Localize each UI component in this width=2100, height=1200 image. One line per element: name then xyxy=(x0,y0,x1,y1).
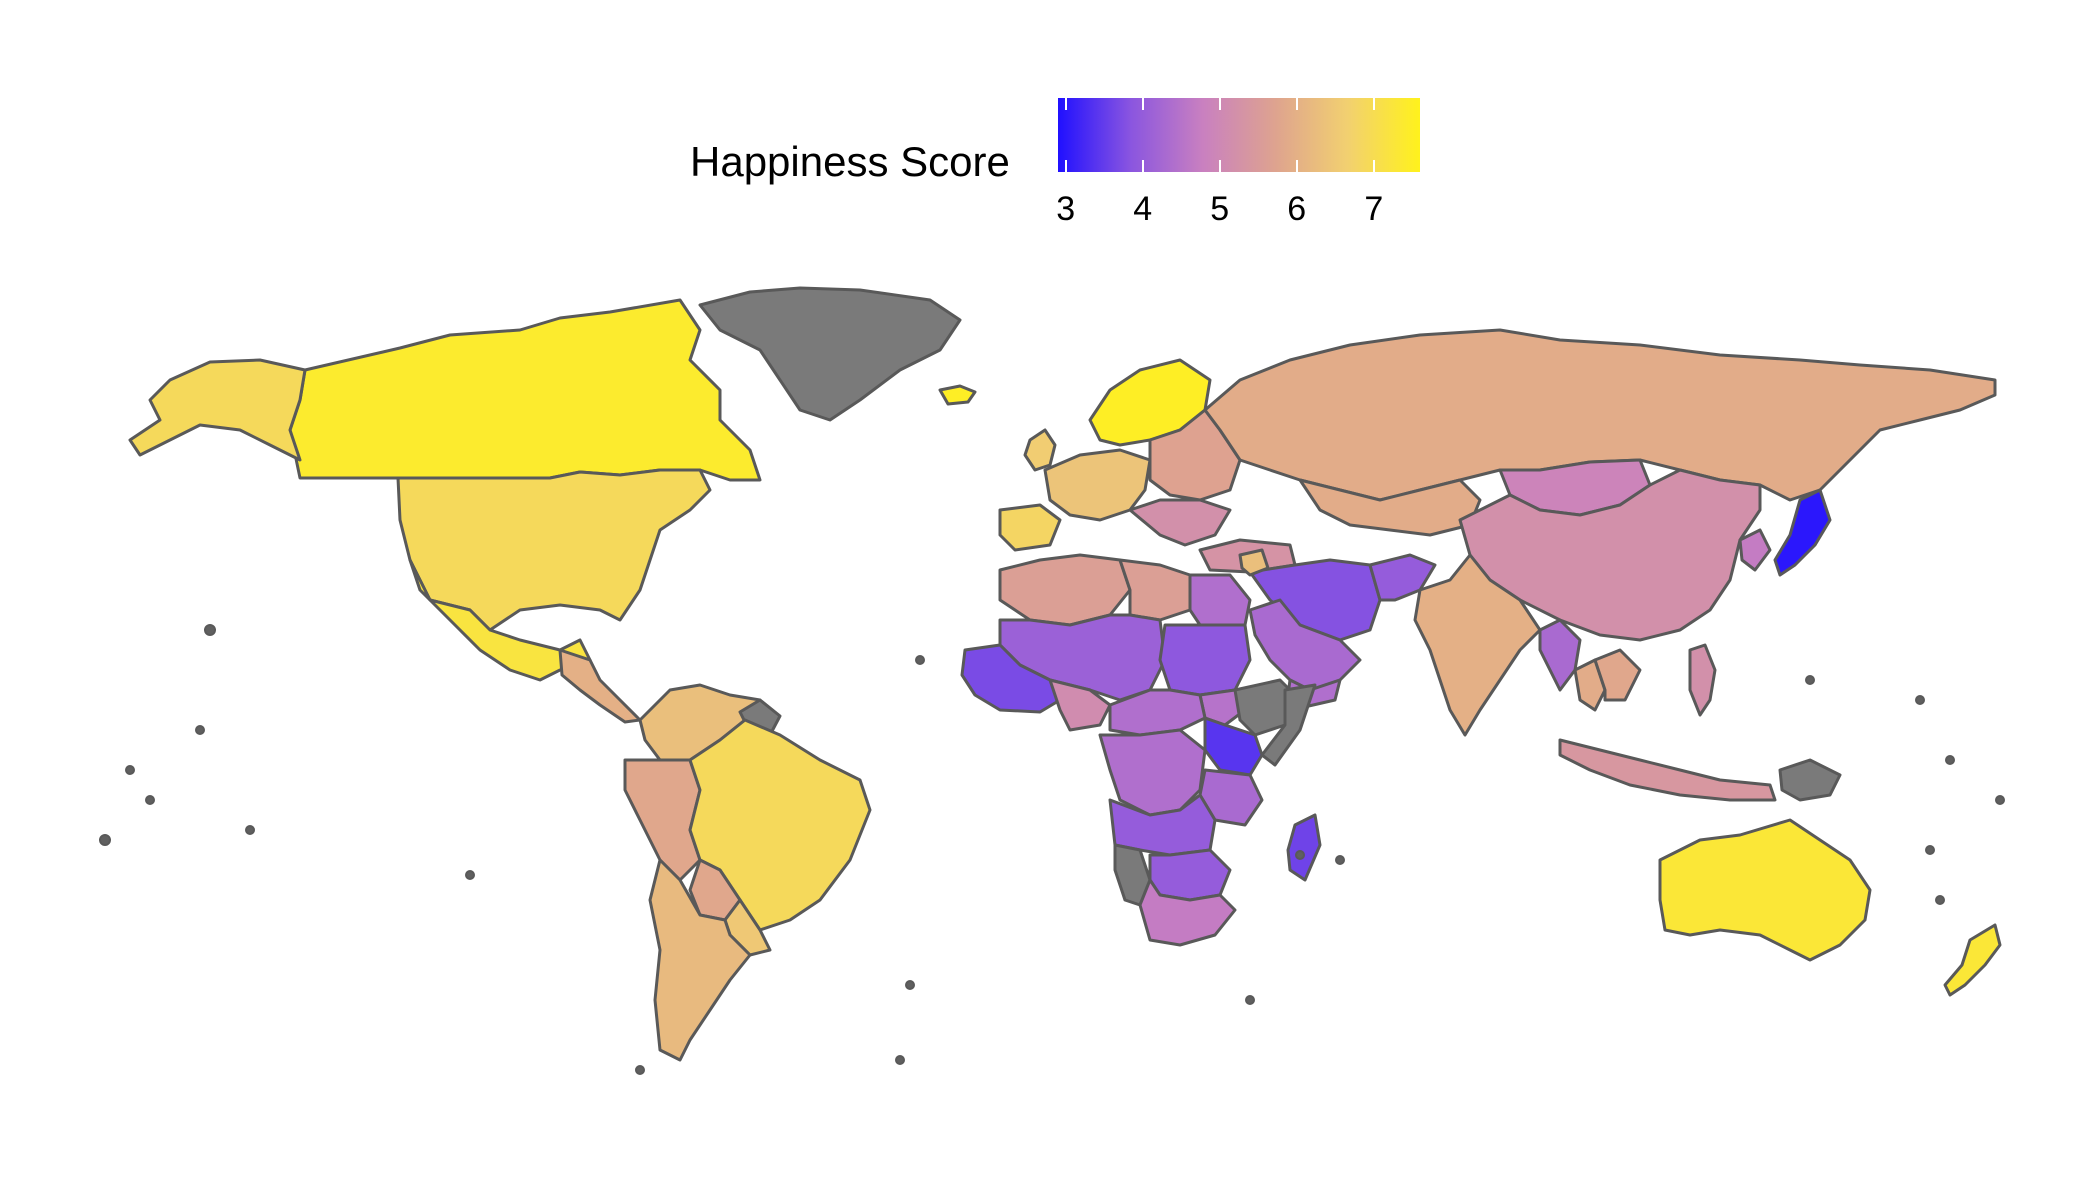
legend-tick-label: 3 xyxy=(1056,190,1075,229)
region-sudan[interactable] xyxy=(1160,625,1250,695)
region-alaska[interactable] xyxy=(130,360,305,460)
region-united-kingdom[interactable] xyxy=(1025,430,1055,470)
region-korea[interactable] xyxy=(1740,530,1770,570)
legend-tick-label: 6 xyxy=(1287,190,1306,229)
region-philippines[interactable] xyxy=(1690,645,1715,715)
region-iceland[interactable] xyxy=(940,386,975,404)
legend-tick-mark xyxy=(1219,160,1221,172)
region-indonesia[interactable] xyxy=(1560,740,1775,800)
region-canada[interactable] xyxy=(290,300,760,480)
legend-tick-mark xyxy=(1142,98,1144,110)
legend-tick-label: 5 xyxy=(1210,190,1229,229)
legend-tick-mark xyxy=(1296,160,1298,172)
region-balkans[interactable] xyxy=(1130,500,1230,545)
legend-tick-mark xyxy=(1373,98,1375,110)
legend-tick-mark xyxy=(1219,98,1221,110)
region-myanmar[interactable] xyxy=(1540,620,1580,690)
color-legend: Happiness Score 3 4 5 6 7 xyxy=(690,98,1430,228)
region-central-america[interactable] xyxy=(560,650,640,722)
region-egypt[interactable] xyxy=(1190,575,1250,625)
legend-colorbar xyxy=(1058,98,1420,172)
legend-tick-mark xyxy=(1296,98,1298,110)
legend-title: Happiness Score xyxy=(690,138,1010,186)
region-australia[interactable] xyxy=(1660,820,1870,960)
legend-tick-label: 7 xyxy=(1364,190,1383,229)
region-madagascar[interactable] xyxy=(1288,815,1320,880)
legend-tick-mark xyxy=(1065,160,1067,172)
region-botswana-zimbabwe[interactable] xyxy=(1150,850,1230,900)
region-greenland[interactable] xyxy=(700,288,960,420)
legend-tick-mark xyxy=(1142,160,1144,172)
legend-tick-mark xyxy=(1373,160,1375,172)
legend-tick-mark xyxy=(1065,98,1067,110)
region-papua-new-guinea[interactable] xyxy=(1780,760,1840,800)
region-japan[interactable] xyxy=(1775,490,1830,575)
region-iberia[interactable] xyxy=(1000,505,1060,550)
region-libya[interactable] xyxy=(1120,560,1190,620)
region-new-zealand[interactable] xyxy=(1945,925,2000,995)
legend-tick-label: 4 xyxy=(1133,190,1152,229)
